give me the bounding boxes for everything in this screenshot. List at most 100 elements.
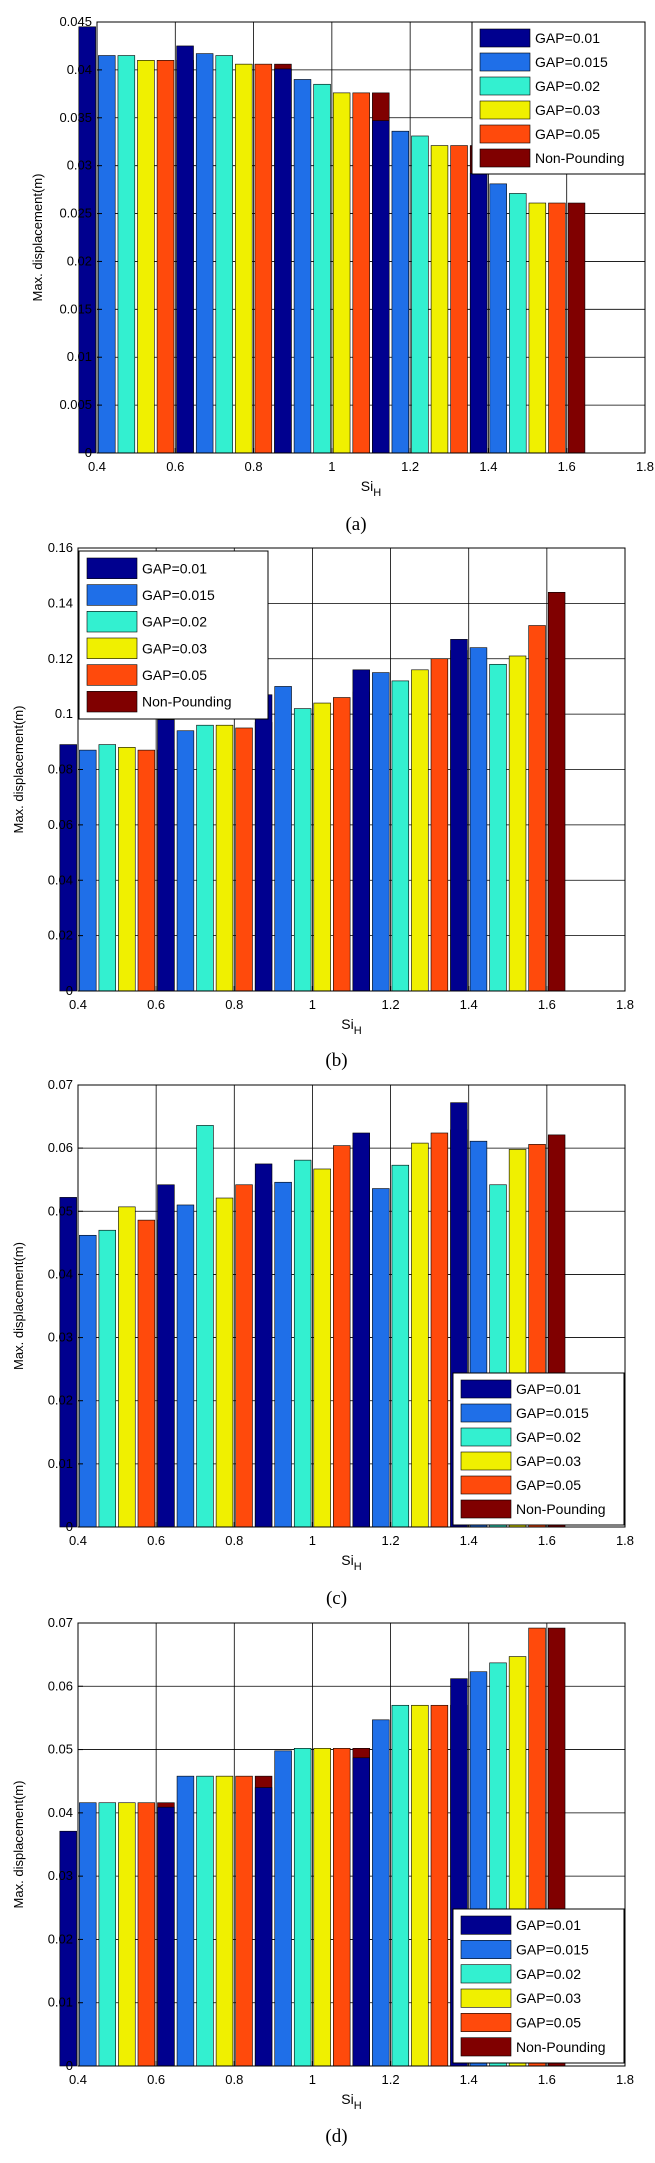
bar [333,1748,351,2067]
y-tick-label: 0.01 [67,349,92,364]
y-tick-label: 0.02 [48,928,73,943]
bar [352,1132,370,1528]
legend-label: GAP=0.02 [516,1429,581,1445]
legend-label: Non-Pounding [142,694,232,710]
bar [196,724,214,992]
x-tick-label: 0.8 [225,2072,243,2087]
legend-swatch [86,691,138,713]
legend-label: GAP=0.015 [142,587,215,603]
panel-caption: (d) [325,2126,347,2147]
x-tick-label: 1 [309,997,316,1012]
legend-label: GAP=0.015 [516,1942,589,1958]
bar [548,202,566,454]
bar [430,1132,449,1528]
x-tick-label: 1.8 [616,2072,634,2087]
bar [254,63,273,454]
bar [411,135,429,454]
x-tick-label: 1.8 [636,459,654,474]
bar [352,669,370,992]
y-tick-label: 0.07 [48,1077,73,1092]
legend-swatch [86,557,138,579]
y-tick-label: 0.03 [48,1868,73,1883]
bar [118,747,136,992]
bar [235,727,253,992]
bar [372,1188,390,1528]
bar [333,697,351,992]
legend-swatch [479,52,531,72]
x-tick-label: 1.2 [382,997,400,1012]
bar [274,1181,292,1528]
bar [313,702,331,992]
y-axis-label: Max. displacement(m) [30,174,45,302]
bar [391,1164,410,1528]
bar [509,193,527,454]
bar [313,1748,331,2067]
chart-panel: 0.4 0.6 0.8 1 1.2 1.4 1.6 1.8 0 0.01 0.02 0.03 0.04 0… [11,1077,634,1609]
y-tick-label: 0.03 [67,158,92,173]
bar [235,1184,253,1528]
legend-label: Non-Pounding [516,2039,606,2055]
bar [293,1159,312,1528]
y-tick-label: 0.14 [48,595,73,610]
x-axis-label: SiH [341,1016,361,1037]
bar [411,1142,429,1528]
legend-box [78,550,269,720]
y-tick-label: 0.12 [48,651,73,666]
y-tick-label: 0.05 [48,1203,73,1218]
bar [79,1234,97,1528]
legend-swatch [460,1915,512,1935]
x-tick-label: 0.6 [147,1533,165,1548]
y-tick-label: 0.06 [48,1140,73,1155]
bar [430,1704,449,2067]
x-tick-label: 0.6 [166,459,184,474]
chart-panel: 0.4 0.6 0.8 1 1.2 1.4 1.6 1.8 0 0.005 0.01 0.015 0.0… [30,14,654,535]
x-tick-label: 1.4 [460,997,478,1012]
y-tick-label: 0.1 [55,706,73,721]
bar [489,663,507,992]
legend: GAP=0.01 GAP=0.015 GAP=0.02 GAP=0.03 GAP=0.0… [452,1372,625,1526]
bar [293,79,312,454]
legend-swatch [479,100,531,120]
bar [313,1168,331,1528]
bar [215,55,233,454]
y-tick-label: 0.06 [48,1678,73,1693]
legend-label: GAP=0.05 [516,2015,581,2031]
x-tick-label: 1.8 [616,997,634,1012]
y-tick-label: 0.02 [48,1393,73,1408]
x-tick-label: 1 [328,459,335,474]
legend-swatch [86,584,138,606]
bar [98,1802,117,2067]
bar [391,680,410,992]
x-tick-label: 1.8 [616,1533,634,1548]
x-axis-label: SiH [341,2091,361,2112]
bar [157,719,175,992]
legend-label: GAP=0.02 [535,78,600,94]
x-tick-label: 1.2 [382,2072,400,2087]
y-tick-label: 0.04 [48,1266,73,1281]
bar [352,92,370,454]
legend: GAP=0.01 GAP=0.015 GAP=0.02 GAP=0.03 GAP=0.0… [452,1908,625,2064]
legend-label: GAP=0.05 [142,667,207,683]
y-axis-label: Max. displacement(m) [11,1781,26,1909]
x-tick-label: 1.4 [460,1533,478,1548]
panel-caption: (b) [325,1050,347,1071]
legend-label: GAP=0.015 [516,1405,589,1421]
bar [195,53,214,454]
bar [98,55,116,454]
axes-frame [96,21,646,454]
legend-swatch [86,611,138,633]
x-tick-label: 1.6 [538,1533,556,1548]
bar [78,26,96,454]
bar [469,173,488,454]
legend-swatch [479,28,531,48]
bar [450,145,468,454]
legend-swatch [460,1403,512,1423]
bar [469,647,488,992]
y-tick-label: 0.01 [48,1995,73,2010]
legend-swatch [460,2013,512,2032]
bar [79,749,97,992]
legend-label: Non-Pounding [516,1501,606,1517]
y-tick-label: 0.025 [59,206,92,221]
